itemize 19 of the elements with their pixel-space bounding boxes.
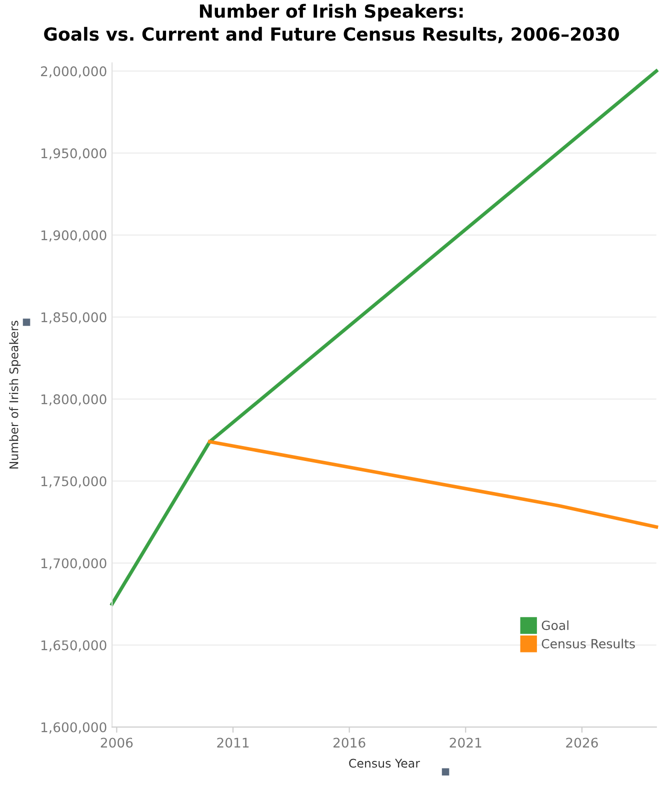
legend-label: Census Results	[542, 638, 635, 648]
y-tick-label: 1,800,000	[41, 394, 106, 406]
y-tick-label: 1,950,000	[41, 148, 106, 160]
x-tick-label: 2021	[450, 738, 482, 748]
chart-title: Number of Irish Speakers: Goals vs. Current and Future Census Results, 2006–2030	[44, 4, 619, 44]
x-tick-label: 2026	[566, 738, 598, 748]
y-tick-label: 1,600,000	[41, 722, 106, 734]
legend-label: Goal	[542, 620, 568, 630]
y-tick-label: 1,850,000	[41, 312, 106, 324]
y-tick-label: 2,000,000	[41, 66, 106, 78]
x-tick-label: 2011	[217, 738, 249, 748]
y-tick-label: 1,650,000	[41, 640, 106, 652]
y-axis-title: Number of Irish Speakers	[9, 320, 21, 469]
x-axis-title: Census Year	[349, 758, 420, 768]
y-tick-label: 1,900,000	[41, 230, 106, 242]
y-tick-label: 1,750,000	[41, 476, 106, 488]
y-tick-label: 1,700,000	[41, 558, 106, 570]
x-tick-label: 2006	[100, 738, 133, 748]
x-tick-label: 2016	[333, 738, 366, 748]
